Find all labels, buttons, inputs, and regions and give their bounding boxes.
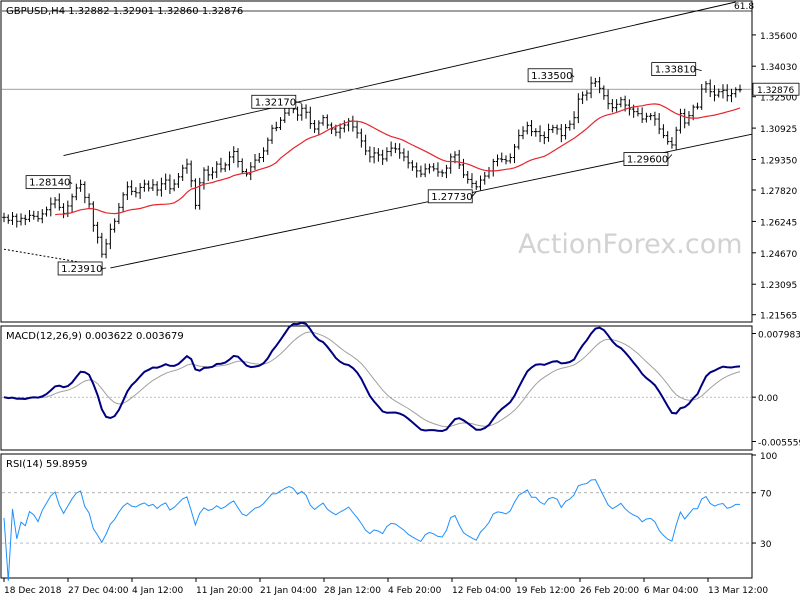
y-tick-label: 1.21565 xyxy=(760,312,797,322)
y-tick-label: 1.24670 xyxy=(760,250,797,260)
x-tick-label: 4 Jan 12:00 xyxy=(132,586,184,596)
price-annotation: 1.28140 xyxy=(25,175,73,190)
watermark: ActionForex.com xyxy=(518,229,743,260)
annotation-label: 1.33810 xyxy=(655,65,696,76)
annotation-leader xyxy=(667,154,673,160)
macd-y-tick-label: 0.007983 xyxy=(758,331,800,341)
macd-plot xyxy=(2,321,752,433)
annotation-box xyxy=(25,175,71,190)
x-tick-label: 4 Feb 20:00 xyxy=(388,586,442,596)
rsi-plot xyxy=(2,479,752,581)
annotation-label: 1.33500 xyxy=(531,71,572,82)
annotation-leader xyxy=(295,101,302,104)
axes: 1.35600 1.34030 1.32500 1.30925 1.29350 1.278… xyxy=(3,32,800,596)
rsi-panel-frame xyxy=(0,453,753,579)
x-tick-label: 27 Dec 04:00 xyxy=(68,586,129,596)
annotation-label: 1.27730 xyxy=(431,192,472,203)
y-tick-label: 1.34030 xyxy=(760,63,797,73)
y-tick-label: 1.32500 xyxy=(760,94,797,104)
rsi-line xyxy=(3,479,740,581)
annotation-label: 1.32170 xyxy=(255,97,296,108)
annotation-leader xyxy=(695,68,702,71)
annotation-leader xyxy=(102,267,107,269)
x-tick-label: 11 Jan 20:00 xyxy=(196,586,253,596)
annotation-box xyxy=(527,68,573,83)
ma-line xyxy=(55,103,741,216)
annotation-box xyxy=(57,261,103,276)
rsi-y-tick-label: 30 xyxy=(760,540,772,550)
x-tick-label: 28 Jan 12:00 xyxy=(324,586,381,596)
y-tick-label: 1.30925 xyxy=(760,125,797,135)
annotation-label: 1.28140 xyxy=(29,178,70,189)
annotation-leader xyxy=(471,191,477,197)
y-tick-label: 1.26245 xyxy=(760,218,797,228)
y-tick-label: 1.35600 xyxy=(760,32,797,42)
annotation-box xyxy=(623,152,669,166)
rsi-y-tick-label: 70 xyxy=(760,490,772,500)
macd-y-tick-label: 0.00 xyxy=(758,394,778,404)
macd-y-tick-label: -0.005559 xyxy=(758,438,800,448)
price-panel-title: GBPUSD,H4 1.32882 1.32901 1.32860 1.3287… xyxy=(6,6,243,17)
macd-panel-title: MACD(12,26,9) 0.003622 0.003679 xyxy=(6,331,184,342)
y-tick-label: 1.23095 xyxy=(760,281,797,291)
x-tick-label: 12 Feb 04:00 xyxy=(452,586,511,596)
x-tick-label: 13 Mar 12:00 xyxy=(708,586,768,596)
rsi-y-tick-label: 100 xyxy=(760,452,777,462)
x-tick-label: 18 Dec 2018 xyxy=(4,586,62,596)
annotation-box xyxy=(651,62,697,76)
price-annotation: 1.27730 xyxy=(427,189,477,204)
macd-panel-frame xyxy=(0,325,753,451)
macd-signal-line xyxy=(3,331,741,428)
price-annotation: 1.32170 xyxy=(251,94,302,109)
price-annotation: 1.23910 xyxy=(57,261,107,276)
price-annotation: 1.33810 xyxy=(651,62,702,76)
macd-line xyxy=(3,321,741,433)
annotation-box xyxy=(427,189,473,204)
x-tick-label: 6 Mar 04:00 xyxy=(644,586,699,596)
last-price-label: 1.32876 xyxy=(757,86,794,96)
annotation-label: 1.23910 xyxy=(61,264,102,275)
x-tick-label: 19 Feb 12:00 xyxy=(516,586,575,596)
price-annotation: 1.33500 xyxy=(527,68,575,83)
last-price-box xyxy=(752,82,800,96)
rsi-panel-title: RSI(14) 59.8959 xyxy=(6,459,87,470)
x-tick-label: 26 Feb 20:00 xyxy=(580,586,639,596)
price-annotation: 1.29600 xyxy=(623,152,673,166)
y-tick-label: 1.27820 xyxy=(760,187,797,197)
annotation-label: 1.29600 xyxy=(627,155,668,166)
fib-level-label: 61.8 xyxy=(734,2,754,12)
y-tick-label: 1.29350 xyxy=(760,157,797,167)
x-tick-label: 21 Jan 04:00 xyxy=(260,586,317,596)
price-plot: 1.28140 1.23910 1.32170 1.27730 1.33500 1.338… xyxy=(2,1,753,276)
channel-upper-line xyxy=(63,1,736,156)
annotation-box xyxy=(251,94,297,109)
